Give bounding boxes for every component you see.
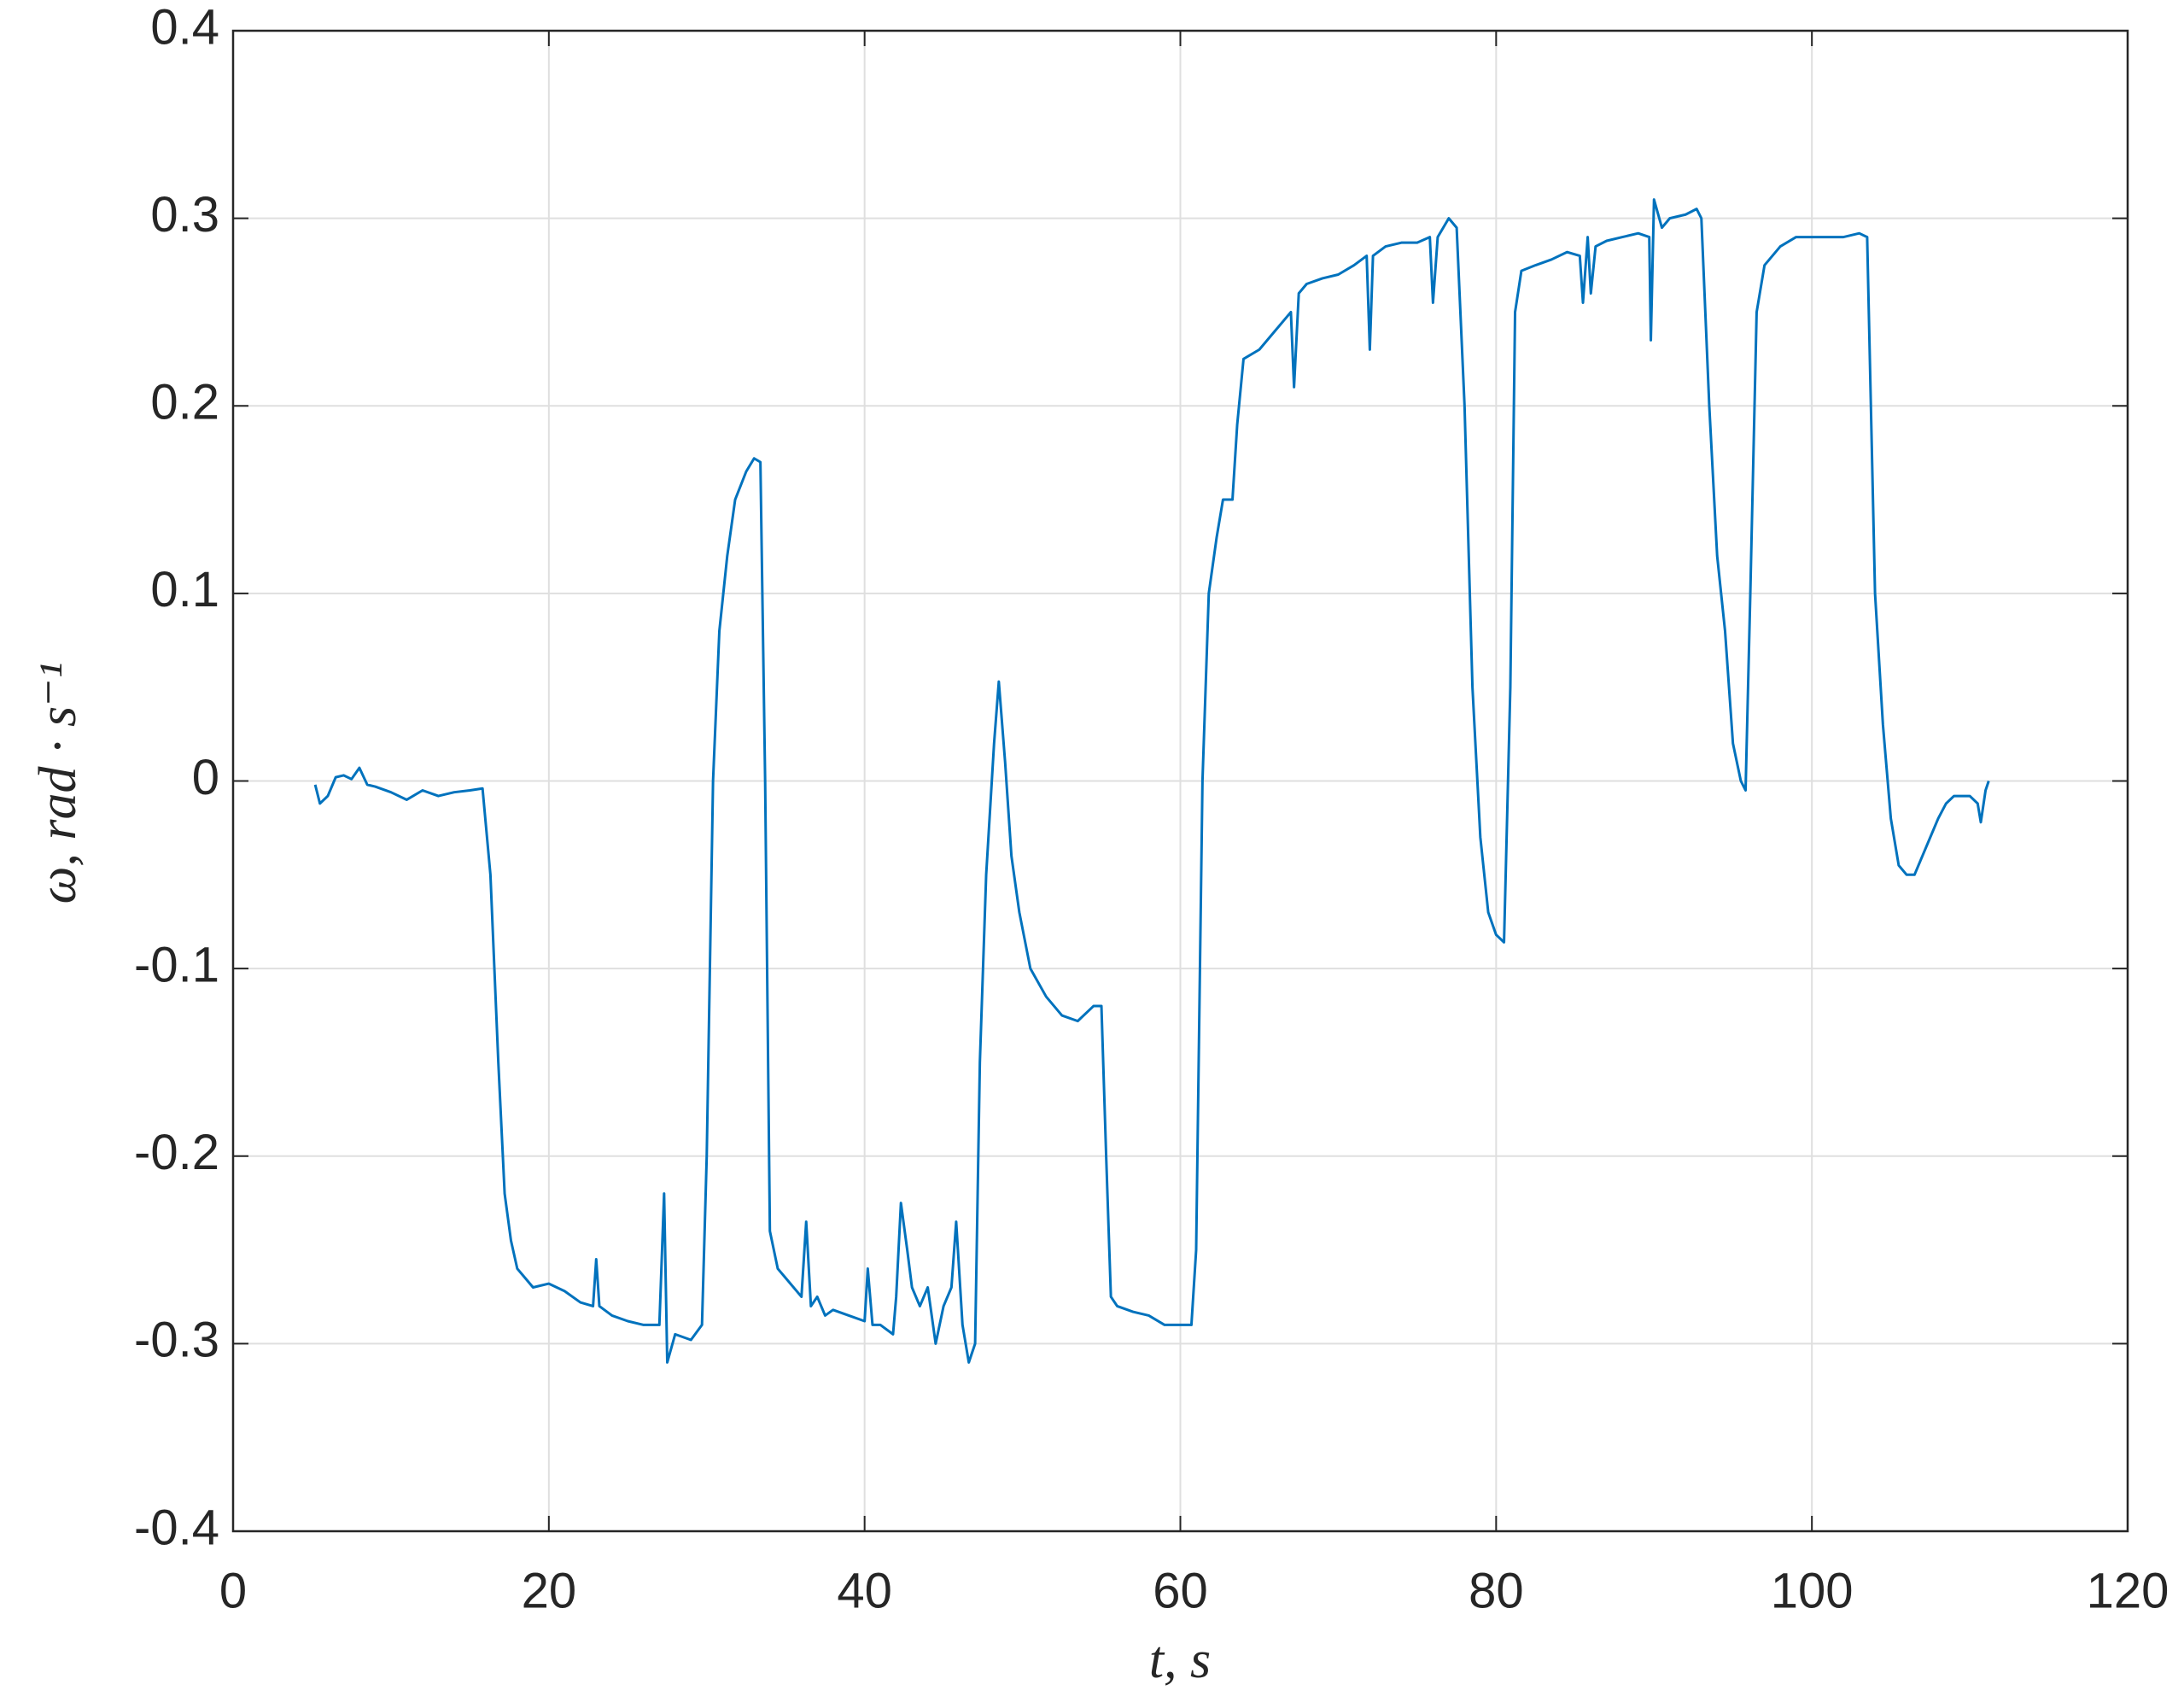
- x-tick-label: 80: [1469, 1563, 1524, 1618]
- x-tick-label: 60: [1153, 1563, 1208, 1618]
- data-line: [313, 198, 1990, 1364]
- y-tick-label: 0.1: [150, 562, 219, 617]
- x-tick-label: 120: [2087, 1563, 2169, 1618]
- y-tick-label: -0.1: [134, 937, 219, 992]
- x-tick-label: 100: [1771, 1563, 1854, 1618]
- axes-box: [231, 29, 2129, 1533]
- y-tick-label: -0.3: [134, 1313, 219, 1368]
- x-tick-label: 40: [837, 1563, 892, 1618]
- y-tick-label: 0.4: [150, 0, 219, 55]
- y-axis-label: ω, rad · s⁻¹: [29, 663, 87, 904]
- y-tick-label: 0.3: [150, 187, 219, 243]
- x-tick-label: 0: [219, 1563, 247, 1618]
- y-tick-label: 0: [192, 750, 219, 805]
- x-axis-label: t, s: [1149, 1631, 1211, 1689]
- y-tick-label: 0.2: [150, 375, 219, 430]
- x-tick-label: 20: [522, 1563, 577, 1618]
- y-tick-label: -0.4: [134, 1500, 219, 1555]
- y-tick-label: -0.2: [134, 1125, 219, 1180]
